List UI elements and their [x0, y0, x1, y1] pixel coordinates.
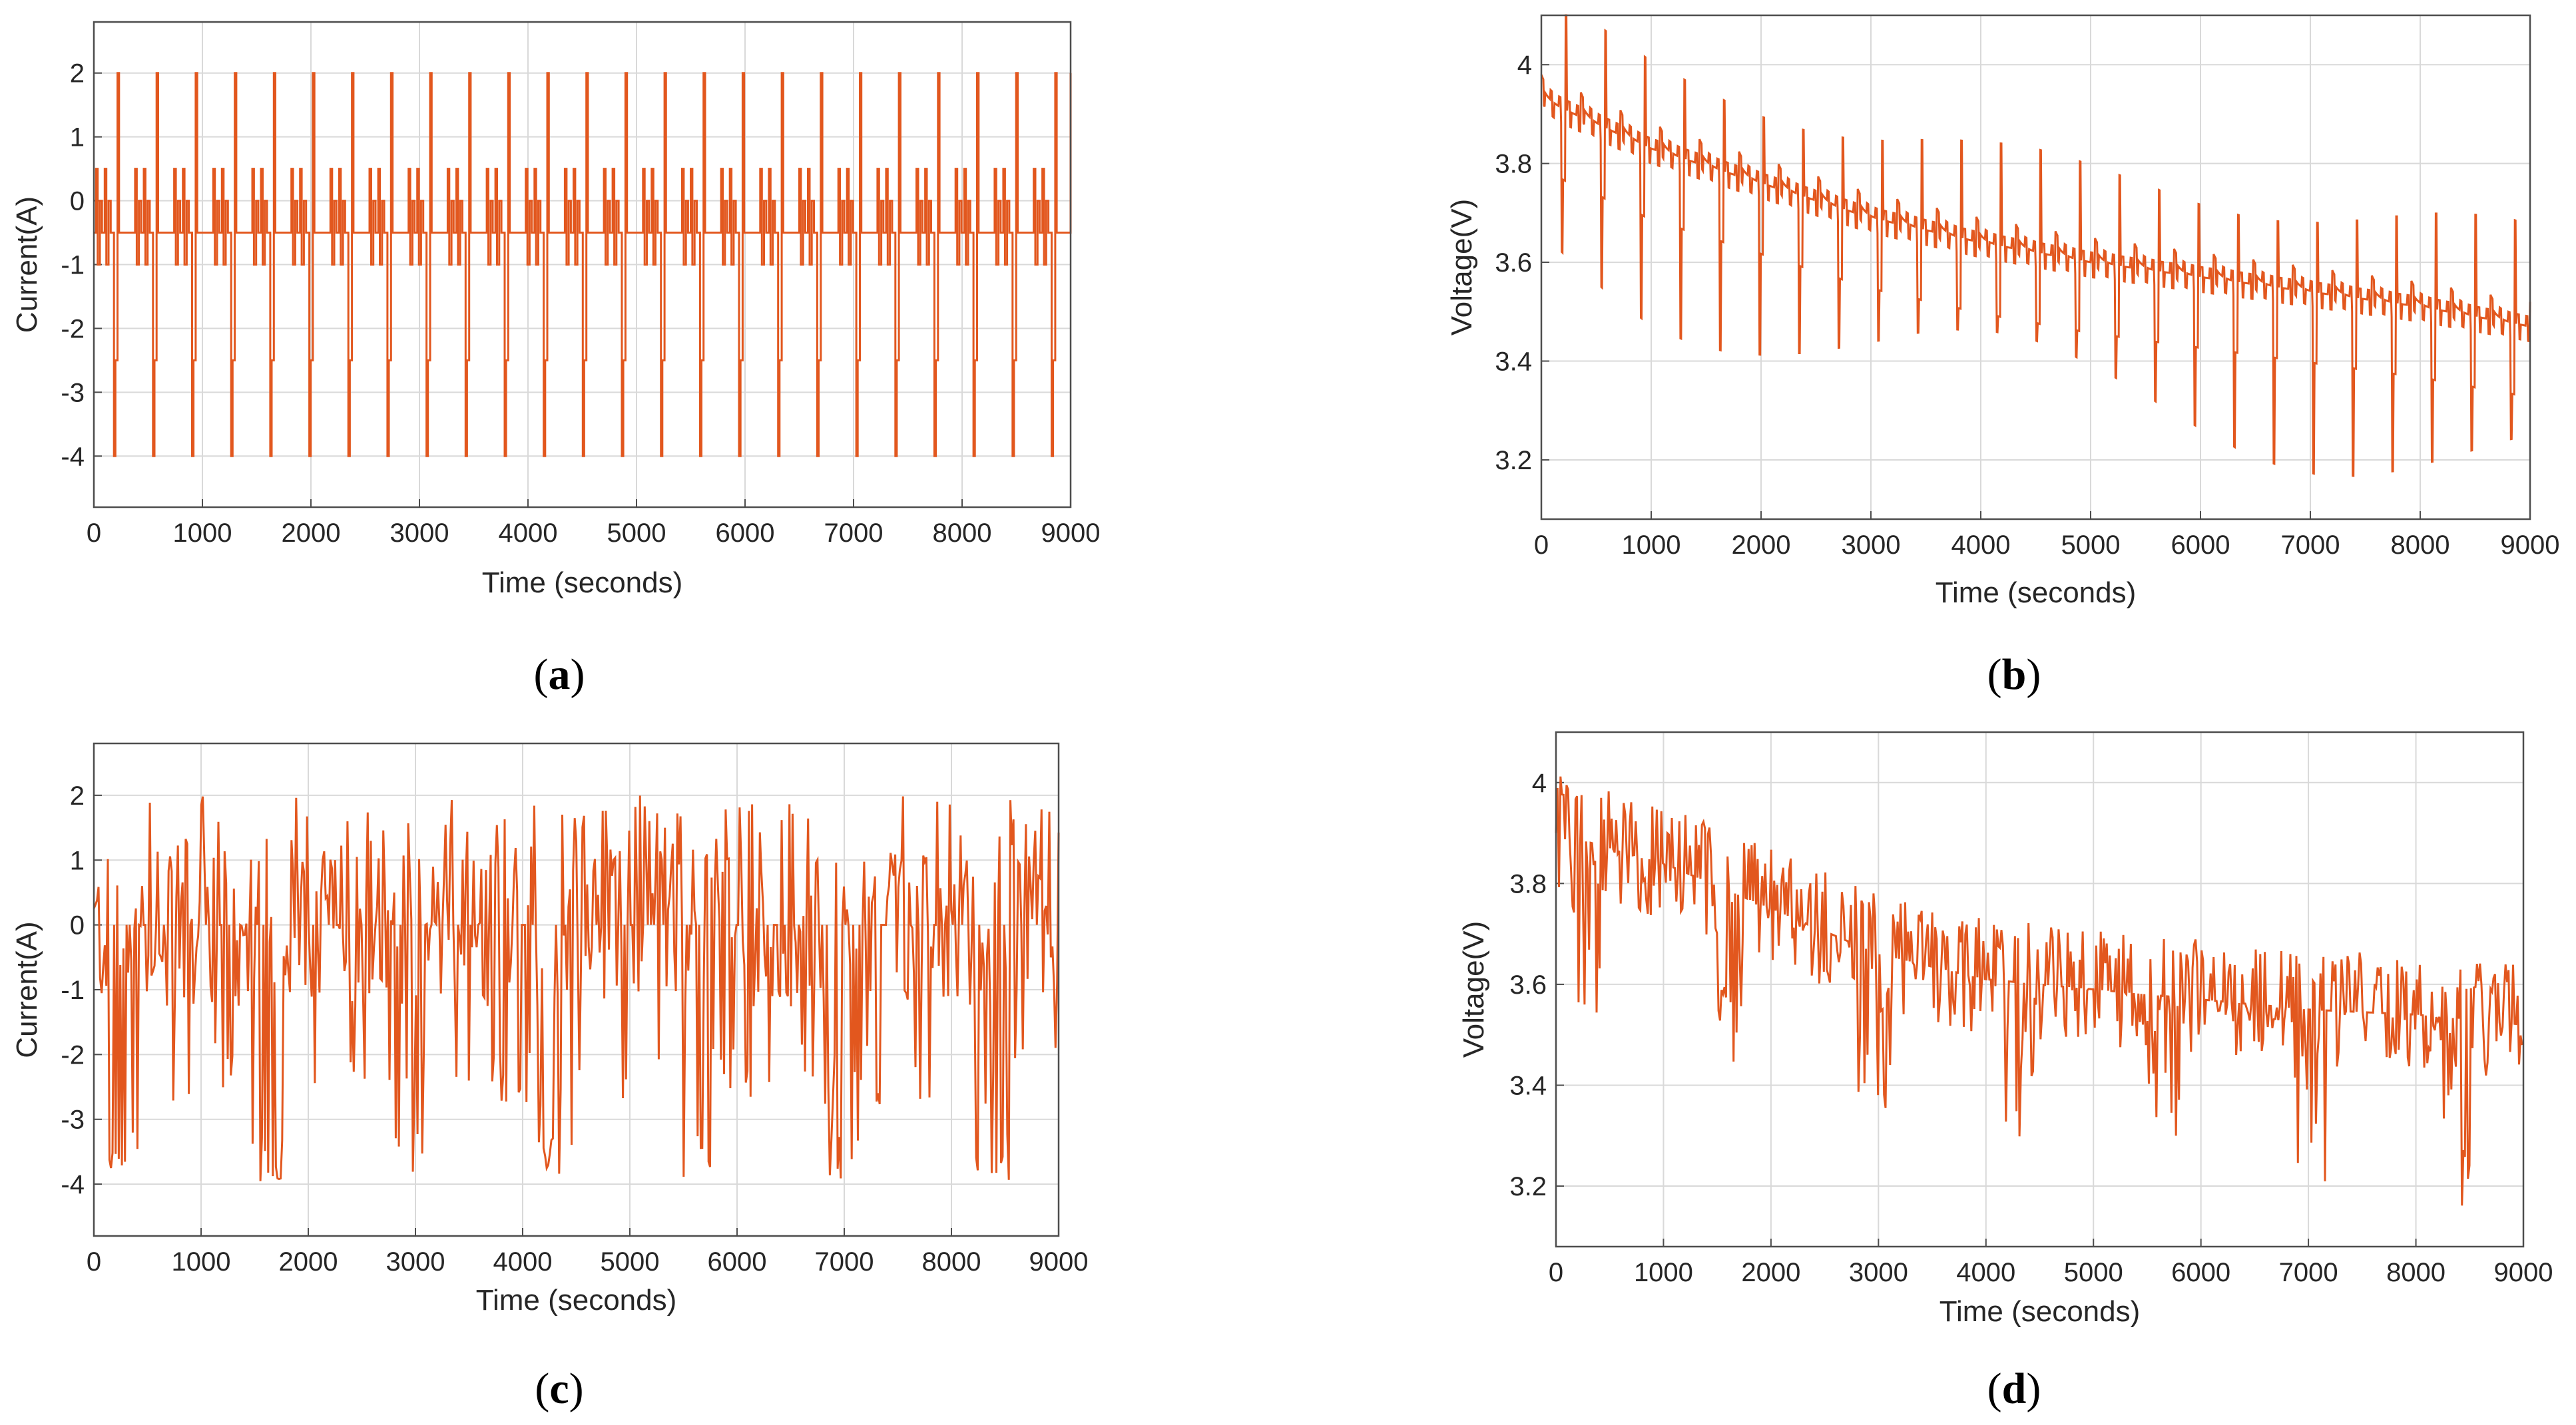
y-tick-label: 3.8 — [1495, 150, 1532, 179]
y-axis-label: Voltage(V) — [1457, 921, 1490, 1058]
x-tick-label: 2000 — [1732, 530, 1791, 560]
caption-d: (d) — [1987, 1364, 2041, 1413]
plot-frame-a — [93, 21, 1072, 509]
series-line-c — [93, 795, 1060, 1181]
x-tick-label: 1000 — [1622, 530, 1681, 560]
y-tick-label: 2 — [70, 781, 85, 811]
x-tick-label: 9000 — [1041, 518, 1101, 548]
y-axis-label: Voltage(V) — [1445, 199, 1478, 335]
x-tick-label: 3000 — [1842, 530, 1901, 560]
x-tick-label: 3000 — [1849, 1258, 1908, 1287]
caption-a: (a) — [534, 650, 585, 699]
x-tick-label: 4000 — [1956, 1258, 2015, 1287]
chart-panel-c: 0 1000 2000 3000 4000 5000 6000 7000 8000 9000 -4 -… — [11, 742, 1089, 1317]
y-axis-label: Current(A) — [11, 921, 43, 1058]
y-tick-label: -3 — [61, 1106, 85, 1135]
series-line-a — [94, 72, 1072, 457]
x-tick-label: 4000 — [1951, 530, 2011, 560]
series-line-d — [1555, 776, 2523, 1206]
y-tick-label: 0 — [70, 187, 85, 216]
plot-frame-d — [1555, 731, 2525, 1248]
y-tick-label: 0 — [70, 911, 85, 940]
x-axis-label: Time (seconds) — [476, 1284, 677, 1317]
y-tick-label: 4 — [1517, 51, 1532, 80]
y-tick-label: 3.8 — [1509, 869, 1547, 899]
x-tick-label: 6000 — [716, 518, 775, 548]
x-tick-label: 2000 — [282, 518, 341, 548]
x-tick-label: 3000 — [386, 1247, 445, 1277]
y-tick-label: 3.6 — [1509, 970, 1547, 1000]
x-tick-label: 8000 — [2391, 530, 2450, 560]
x-axis-label: Time (seconds) — [1935, 576, 2137, 609]
x-tick-label: 7000 — [2281, 530, 2340, 560]
y-tick-label: -1 — [61, 976, 85, 1005]
x-tick-label: 0 — [1549, 1258, 1563, 1287]
y-tick-label: -4 — [61, 1170, 85, 1199]
y-tick-label: -2 — [61, 1040, 85, 1070]
x-tick-label: 5000 — [607, 518, 666, 548]
y-tick-label: 3.2 — [1495, 446, 1532, 475]
x-tick-label: 7000 — [815, 1247, 874, 1277]
y-tick-label: 2 — [70, 59, 85, 89]
x-tick-label: 4000 — [499, 518, 558, 548]
x-tick-label: 0 — [87, 1247, 101, 1277]
x-tick-label: 8000 — [2386, 1258, 2446, 1287]
x-tick-label: 7000 — [2279, 1258, 2338, 1287]
y-tick-label: -2 — [61, 314, 85, 343]
chart-panel-d: 0 1000 2000 3000 4000 5000 6000 7000 8000 9000 3.2… — [1457, 731, 2553, 1328]
x-tick-label: 5000 — [601, 1247, 660, 1277]
x-axis-label: Time (seconds) — [482, 566, 683, 599]
plot-frame-b — [1540, 14, 2531, 520]
x-tick-label: 2000 — [279, 1247, 338, 1277]
chart-panel-a: 0 1000 2000 3000 4000 5000 6000 7000 8000 9000 -4 -… — [11, 21, 1101, 599]
x-tick-label: 6000 — [2171, 1258, 2230, 1287]
x-tick-label: 7000 — [824, 518, 884, 548]
x-tick-label: 1000 — [172, 1247, 231, 1277]
x-tick-label: 1000 — [173, 518, 232, 548]
x-axis-label: Time (seconds) — [1939, 1295, 2141, 1328]
x-tick-label: 1000 — [1634, 1258, 1693, 1287]
y-tick-label: 3.6 — [1495, 248, 1532, 278]
x-tick-label: 9000 — [2501, 530, 2560, 560]
y-tick-label: 3.4 — [1509, 1071, 1547, 1100]
x-tick-label: 6000 — [708, 1247, 767, 1277]
x-tick-label: 8000 — [922, 1247, 981, 1277]
x-tick-label: 0 — [1534, 530, 1549, 560]
y-tick-label: 4 — [1532, 769, 1547, 798]
series-line-b — [1540, 14, 2531, 477]
chart-panel-b: 0 1000 2000 3000 4000 5000 6000 7000 8000 9000 3.2… — [1445, 14, 2560, 609]
y-tick-label: 3.2 — [1509, 1172, 1547, 1201]
x-tick-label: 0 — [87, 518, 101, 548]
caption-b: (b) — [1987, 650, 2041, 699]
y-axis-label: Current(A) — [11, 196, 43, 333]
x-tick-label: 2000 — [1741, 1258, 1800, 1287]
y-tick-label: 1 — [70, 846, 85, 875]
y-tick-label: 1 — [70, 123, 85, 152]
x-tick-label: 9000 — [2494, 1258, 2553, 1287]
plot-frame-c — [93, 742, 1060, 1237]
x-tick-label: 5000 — [2064, 1258, 2123, 1287]
x-tick-label: 8000 — [933, 518, 992, 548]
x-tick-label: 6000 — [2171, 530, 2230, 560]
x-tick-label: 9000 — [1029, 1247, 1089, 1277]
x-tick-label: 4000 — [493, 1247, 553, 1277]
caption-c: (c) — [535, 1364, 583, 1413]
y-tick-label: -1 — [61, 251, 85, 280]
x-tick-label: 5000 — [2061, 530, 2121, 560]
y-tick-label: -4 — [61, 442, 85, 471]
y-tick-label: 3.4 — [1495, 347, 1532, 377]
x-tick-label: 3000 — [390, 518, 449, 548]
y-tick-label: -3 — [61, 378, 85, 407]
